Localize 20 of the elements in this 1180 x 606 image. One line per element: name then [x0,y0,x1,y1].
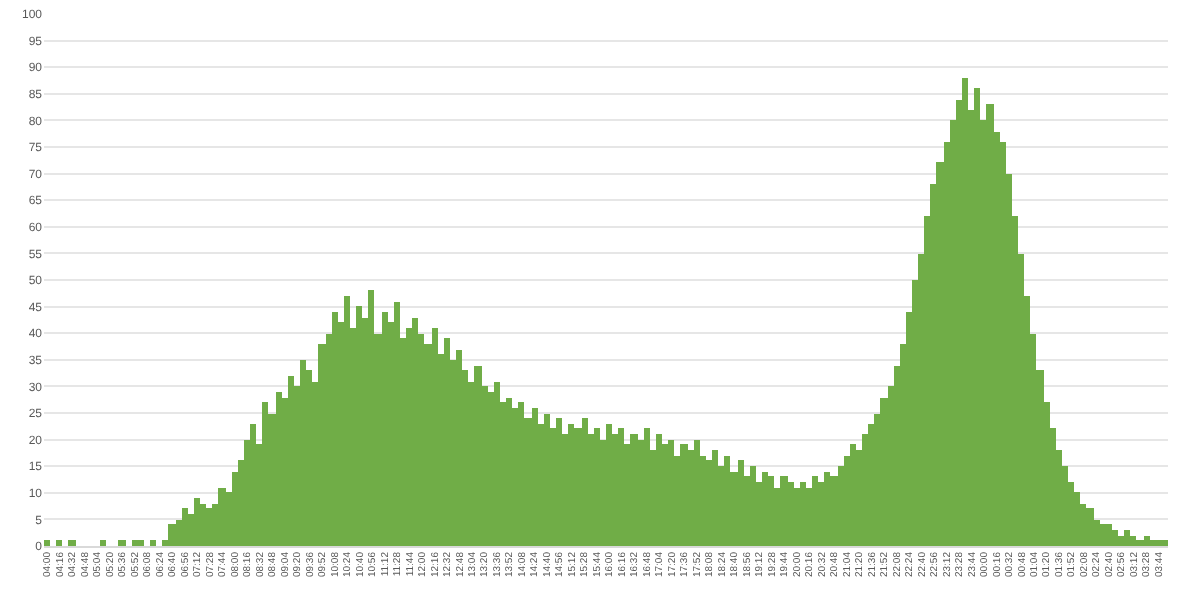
bar [118,540,126,546]
bar [1112,530,1118,546]
bar [1124,530,1130,546]
bar [1136,540,1144,546]
bar [132,540,138,546]
bar [56,540,62,546]
bar [1086,508,1094,546]
bar [150,540,156,546]
bar [44,540,50,546]
bar [168,524,176,546]
bar [138,540,144,546]
bar [182,508,188,546]
bar [1130,536,1136,546]
bar [1162,540,1168,546]
bar [1156,540,1162,546]
bar [100,540,106,546]
bar [262,402,268,546]
bar [194,498,200,546]
bar [1150,540,1156,546]
bar [68,540,76,546]
